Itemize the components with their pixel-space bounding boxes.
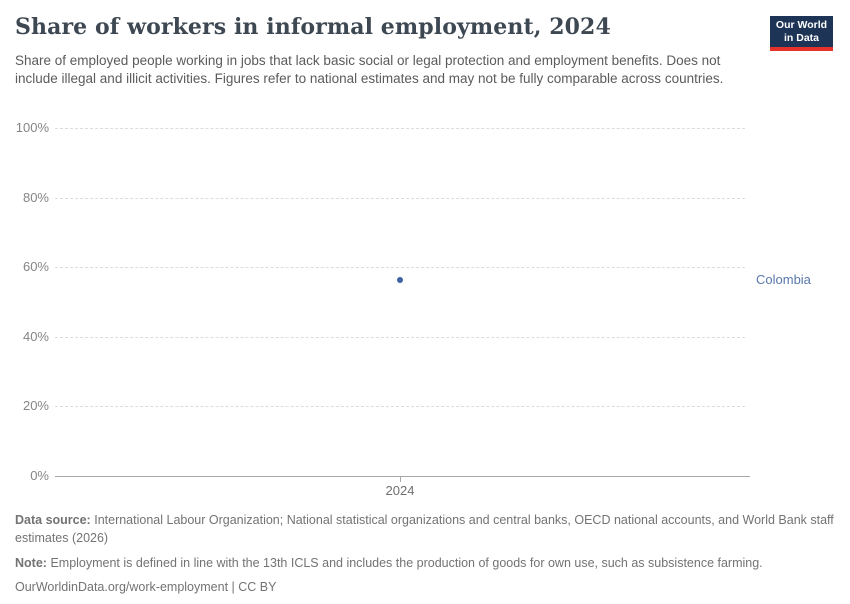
x-axis-line (55, 476, 750, 477)
data-source-row: Data source: International Labour Organi… (15, 512, 837, 548)
data-point-colombia[interactable] (397, 277, 403, 284)
y-gridline-100 (55, 128, 745, 129)
y-gridline-20 (55, 406, 745, 408)
note-text: Employment is defined in line with the 1… (50, 555, 763, 570)
x-tick-label: 2024 (385, 483, 415, 498)
attribution-row: OurWorldinData.org/work-employment | CC … (15, 579, 837, 597)
y-tick-label-0: 0% (30, 468, 49, 483)
owid-logo-line2: in Data (783, 31, 819, 44)
note-label: Note: (15, 555, 47, 570)
y-gridline-60 (55, 267, 745, 269)
y-gridline-80 (55, 197, 745, 199)
note-row: Note: Employment is defined in line with… (15, 555, 837, 573)
data-source-label: Data source: (15, 513, 91, 527)
y-tick-label-20: 20% (22, 398, 49, 414)
owid-logo-text: Our World in Data (776, 19, 827, 44)
y-tick-label-60: 60% (22, 259, 49, 275)
owid-logo[interactable]: Our World in Data (770, 16, 833, 51)
y-tick-label-40: 40% (22, 328, 49, 344)
license-text: CC BY (238, 580, 277, 595)
chart-subtitle: Share of employed people working in jobs… (15, 53, 724, 87)
entity-label-colombia[interactable]: Colombia (756, 272, 811, 288)
owid-logo-line1: Our World (775, 18, 828, 31)
data-source-text: International Labour Organization; Natio… (15, 513, 834, 545)
owid-url-link[interactable]: OurWorldinData.org/work-employment (15, 580, 229, 595)
y-tick-label-100: 100% (15, 120, 49, 135)
chart-title: Share of workers in informal employment,… (15, 14, 611, 40)
chart-footer: Data source: International Labour Organi… (15, 512, 837, 604)
y-tick-label-80: 80% (22, 189, 49, 205)
attribution-separator: | (231, 580, 235, 595)
y-gridline-40 (55, 336, 745, 338)
x-tick-mark (400, 476, 401, 482)
